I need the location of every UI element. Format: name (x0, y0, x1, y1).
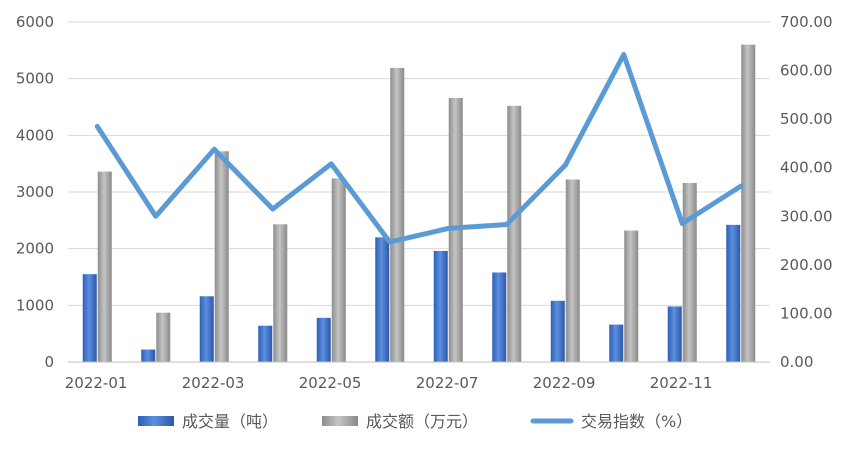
bar-volume (726, 224, 741, 362)
y-right-tick-label: 500.00 (780, 110, 833, 128)
x-tick-label: 2022-09 (533, 374, 596, 392)
x-tick-label: 2022-05 (299, 374, 362, 392)
bar-amount (390, 67, 405, 363)
x-tick-label: 2022-07 (416, 374, 479, 392)
y-right-tick-label: 300.00 (780, 207, 833, 225)
y-left-tick-label: 3000 (16, 183, 54, 201)
bar-volume (492, 272, 507, 362)
bar-amount (741, 44, 756, 363)
bar-amount (214, 151, 229, 362)
legend-amount: 成交额（万元） (322, 412, 478, 431)
y-right-tick-label: 600.00 (780, 62, 833, 80)
legend: 成交量（吨） 成交额（万元） 交易指数（%） (138, 412, 692, 431)
y-right-tick-label: 0.00 (780, 353, 813, 371)
bar-volume (667, 306, 682, 362)
y-right-tick-label: 700.00 (780, 13, 833, 31)
bar-amount (273, 224, 288, 362)
y-left-tick-label: 0 (44, 353, 54, 371)
bar-amount (624, 230, 639, 362)
index-line (94, 52, 744, 245)
bar-amount (97, 171, 112, 362)
gridlines (68, 21, 770, 363)
y-right-tick-label: 100.00 (780, 304, 833, 322)
legend-swatch (138, 416, 174, 426)
bar-amount (682, 182, 697, 362)
legend-volume: 成交量（吨） (138, 412, 278, 431)
y-left-tick-label: 5000 (16, 70, 54, 88)
bar-amount (507, 105, 522, 362)
x-tick-label: 2022-11 (650, 374, 713, 392)
y-left-tick-label: 2000 (16, 240, 54, 258)
axes: 0 1000 2000 3000 4000 5000 6000 0.00 100.00 200.0… (16, 13, 833, 392)
bar-volume (141, 349, 156, 362)
bar-volume (550, 300, 565, 362)
legend-label: 成交量（吨） (182, 412, 278, 431)
bar-volume (433, 250, 448, 362)
legend-label: 成交额（万元） (366, 412, 478, 431)
bar-volume (609, 324, 624, 362)
line-layer (94, 52, 744, 245)
y-right-tick-label: 200.00 (780, 256, 833, 274)
legend-swatch (322, 416, 358, 426)
bar-volume (316, 317, 331, 362)
bar-volume (375, 237, 390, 362)
legend-index: 交易指数（%） (530, 412, 692, 431)
x-tick-label: 2022-01 (65, 374, 128, 392)
bar-amount (565, 179, 580, 362)
bar-amount (331, 178, 346, 362)
y-left-tick-label: 4000 (16, 126, 54, 144)
y-left-tick-label: 6000 (16, 13, 54, 31)
bar-volume (82, 274, 97, 362)
legend-label: 交易指数（%） (581, 412, 692, 431)
x-tick-label: 2022-03 (182, 374, 245, 392)
bar-amount (156, 312, 171, 362)
bar-volume (258, 325, 273, 362)
y-right-tick-label: 400.00 (780, 159, 833, 177)
bars-layer (82, 44, 756, 363)
y-left-tick-label: 1000 (16, 296, 54, 314)
bar-volume (199, 296, 214, 362)
